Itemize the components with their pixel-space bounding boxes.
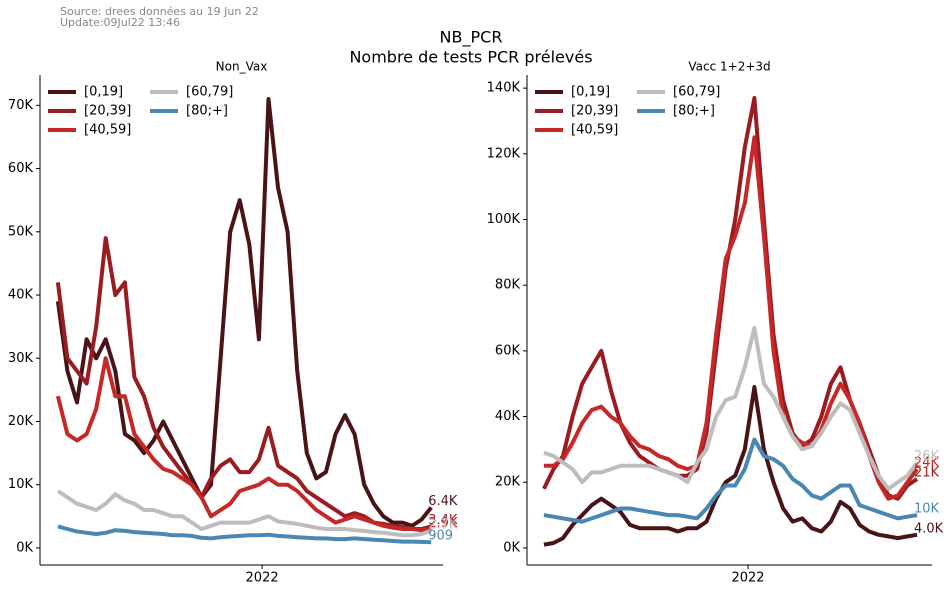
end-label: 4.0K bbox=[914, 521, 944, 536]
end-label: 909 bbox=[428, 529, 453, 544]
y-tick-label: 60K bbox=[8, 161, 34, 176]
legend-label: [40,59] bbox=[84, 123, 131, 138]
y-tick-label: 40K bbox=[495, 409, 521, 424]
legend-label: [80;+] bbox=[186, 104, 228, 119]
legend-label: [80;+] bbox=[673, 104, 715, 119]
y-tick-label: 20K bbox=[8, 414, 34, 429]
y-tick-label: 140K bbox=[487, 81, 521, 96]
series-line bbox=[57, 524, 432, 545]
end-label: 21K bbox=[914, 465, 940, 480]
series-line bbox=[55, 356, 432, 533]
legend-label: [60,79] bbox=[186, 85, 233, 100]
end-label: 10K bbox=[914, 502, 940, 517]
legend-label: [60,79] bbox=[673, 85, 720, 100]
legend-label: [40,59] bbox=[571, 123, 618, 138]
y-tick-label: 30K bbox=[8, 351, 34, 366]
subplot-title: Non_Vax bbox=[216, 60, 268, 74]
series-line bbox=[543, 325, 919, 491]
series-line bbox=[543, 385, 918, 547]
y-tick-label: 20K bbox=[495, 475, 521, 490]
y-tick-label: 50K bbox=[8, 224, 34, 239]
legend-label: [0,19] bbox=[84, 85, 123, 100]
end-label: 26K bbox=[914, 449, 940, 464]
legend-label: [20,39] bbox=[84, 104, 131, 119]
series-line bbox=[543, 437, 918, 524]
series-line bbox=[55, 97, 433, 528]
series-line bbox=[56, 489, 432, 538]
legend-label: [20,39] bbox=[571, 104, 618, 119]
x-tick-label: 2022 bbox=[731, 571, 764, 586]
end-label: 2.9K bbox=[428, 516, 458, 531]
suptitle: NB_PCR bbox=[440, 28, 503, 48]
y-tick-label: 0K bbox=[16, 540, 33, 555]
y-tick-label: 70K bbox=[8, 98, 34, 113]
y-tick-label: 120K bbox=[487, 146, 521, 161]
end-label: 6.4K bbox=[428, 494, 458, 509]
end-label: 3.4K bbox=[428, 513, 458, 528]
suptitle-sub: Nombre de tests PCR prélevés bbox=[349, 48, 592, 67]
y-tick-label: 0K bbox=[503, 540, 520, 555]
y-tick-label: 60K bbox=[495, 343, 521, 358]
legend-label: [0,19] bbox=[571, 85, 610, 100]
source: Source: drees données au 19 Jun 22 bbox=[60, 5, 259, 18]
x-tick-label: 2022 bbox=[246, 571, 279, 586]
subplot-title: Vacc 1+2+3d bbox=[688, 60, 770, 74]
y-tick-label: 100K bbox=[487, 212, 521, 227]
end-label: 2.7K bbox=[428, 517, 458, 532]
update: Update:09Jul22 13:46 bbox=[60, 16, 180, 29]
series-line bbox=[543, 135, 919, 501]
y-tick-label: 80K bbox=[495, 278, 521, 293]
y-tick-label: 40K bbox=[8, 288, 34, 303]
y-tick-label: 10K bbox=[8, 477, 34, 492]
end-label: 24K bbox=[914, 456, 940, 471]
